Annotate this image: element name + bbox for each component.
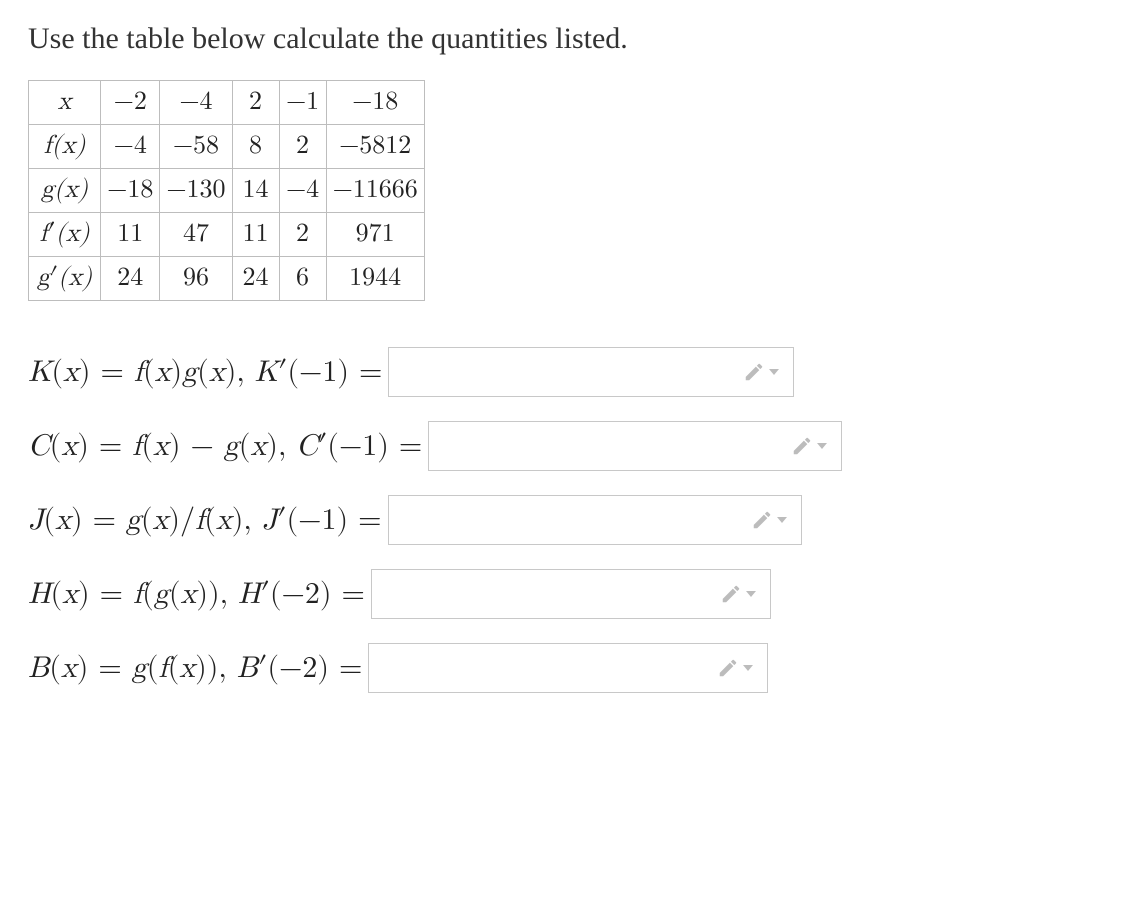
- edit-icon[interactable]: [791, 435, 827, 457]
- table-cell: 47: [160, 213, 232, 257]
- question-expression: B(x) = g(f(x)), B′(−2) =: [28, 650, 362, 686]
- answer-input[interactable]: [428, 421, 842, 471]
- table-cell: −58: [160, 125, 232, 169]
- table-cell: 96: [160, 257, 232, 301]
- table-row: x−2−42−1−18: [29, 81, 425, 125]
- question-line: K(x) = f(x)g(x), K′(−1) =: [28, 347, 1116, 397]
- table-cell: 971: [326, 213, 424, 257]
- table-cell: −1: [279, 81, 326, 125]
- instruction-text: Use the table below calculate the quanti…: [28, 22, 1116, 56]
- table-row: f(x)−4−5882−5812: [29, 125, 425, 169]
- table-cell: −18: [101, 169, 160, 213]
- table-cell: 6: [279, 257, 326, 301]
- table-row: f′(x)1147112971: [29, 213, 425, 257]
- chevron-down-icon[interactable]: [777, 517, 787, 523]
- table-cell: −4: [101, 125, 160, 169]
- table-row: g(x)−18−13014−4−11666: [29, 169, 425, 213]
- table-cell: −4: [279, 169, 326, 213]
- chevron-down-icon[interactable]: [746, 591, 756, 597]
- answer-input[interactable]: [388, 347, 794, 397]
- edit-icon[interactable]: [720, 583, 756, 605]
- row-label: f′(x): [29, 213, 101, 257]
- table-cell: 2: [279, 125, 326, 169]
- answer-input[interactable]: [371, 569, 771, 619]
- question-line: J(x) = g(x)/f(x), J′(−1) =: [28, 495, 1116, 545]
- table-cell: −130: [160, 169, 232, 213]
- edit-icon[interactable]: [751, 509, 787, 531]
- table-cell: −11666: [326, 169, 424, 213]
- table-cell: −5812: [326, 125, 424, 169]
- row-label: x: [29, 81, 101, 125]
- table-cell: 14: [232, 169, 279, 213]
- chevron-down-icon[interactable]: [769, 369, 779, 375]
- chevron-down-icon[interactable]: [817, 443, 827, 449]
- table-cell: 11: [232, 213, 279, 257]
- row-label: f(x): [29, 125, 101, 169]
- question-expression: H(x) = f(g(x)), H′(−2) =: [28, 576, 365, 612]
- table-cell: 2: [279, 213, 326, 257]
- table-cell: −2: [101, 81, 160, 125]
- table-cell: −18: [326, 81, 424, 125]
- table-cell: 24: [232, 257, 279, 301]
- question-line: B(x) = g(f(x)), B′(−2) =: [28, 643, 1116, 693]
- question-expression: J(x) = g(x)/f(x), J′(−1) =: [28, 502, 382, 538]
- row-label: g′(x): [29, 257, 101, 301]
- question-expression: K(x) = f(x)g(x), K′(−1) =: [28, 354, 382, 390]
- question-line: C(x) = f(x) − g(x), C′(−1) =: [28, 421, 1116, 471]
- table-cell: 2: [232, 81, 279, 125]
- edit-icon[interactable]: [717, 657, 753, 679]
- table-cell: 1944: [326, 257, 424, 301]
- table-row: g′(x)24962461944: [29, 257, 425, 301]
- table-cell: 11: [101, 213, 160, 257]
- answer-input[interactable]: [368, 643, 768, 693]
- table-cell: 8: [232, 125, 279, 169]
- row-label: g(x): [29, 169, 101, 213]
- question-line: H(x) = f(g(x)), H′(−2) =: [28, 569, 1116, 619]
- question-expression: C(x) = f(x) − g(x), C′(−1) =: [28, 428, 422, 464]
- edit-icon[interactable]: [743, 361, 779, 383]
- chevron-down-icon[interactable]: [743, 665, 753, 671]
- table-cell: 24: [101, 257, 160, 301]
- answer-input[interactable]: [388, 495, 802, 545]
- table-cell: −4: [160, 81, 232, 125]
- data-table: x−2−42−1−18f(x)−4−5882−5812g(x)−18−13014…: [28, 80, 425, 301]
